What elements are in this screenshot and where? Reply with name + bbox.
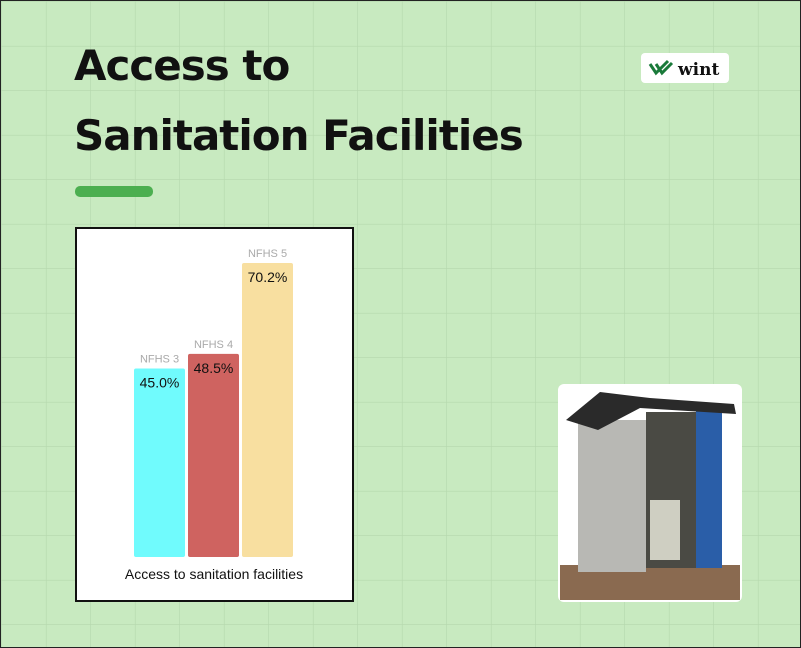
- toilet-illustration: [558, 384, 742, 602]
- brand-logo: wint: [641, 53, 729, 83]
- accent-bar: [75, 186, 153, 197]
- door: [696, 404, 722, 568]
- inner-wall: [650, 500, 680, 560]
- category-label: NFHS 3: [140, 354, 179, 366]
- value-label: 48.5%: [194, 360, 234, 376]
- bar: [242, 263, 293, 557]
- value-label: 45.0%: [140, 375, 180, 391]
- x-axis-label: Access to sanitation facilities: [125, 566, 303, 582]
- value-label: 70.2%: [248, 269, 288, 285]
- logo-box: [641, 53, 729, 83]
- category-label: NFHS 4: [194, 339, 233, 351]
- title-line: Sanitation Facilities: [74, 111, 523, 160]
- roof: [566, 392, 736, 430]
- bar: [188, 353, 239, 557]
- wall: [578, 420, 646, 572]
- category-label: NFHS 5: [248, 248, 287, 260]
- logo-check: [648, 59, 674, 76]
- title-line: Access to: [74, 41, 289, 90]
- chart: NFHS 3 45.0% NFHS 4 48.5% NFHS 5 70.2%: [134, 248, 293, 557]
- bar: [134, 368, 185, 557]
- logo-text: wint: [677, 60, 719, 80]
